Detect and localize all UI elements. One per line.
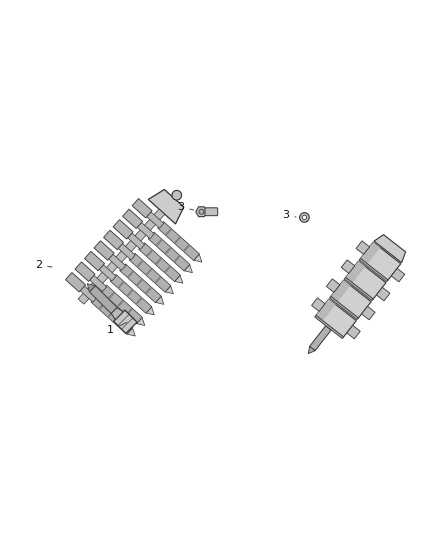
- Circle shape: [302, 215, 307, 220]
- Polygon shape: [91, 296, 133, 335]
- Polygon shape: [183, 244, 190, 252]
- Polygon shape: [164, 247, 172, 255]
- Polygon shape: [108, 253, 126, 270]
- Polygon shape: [116, 318, 124, 326]
- Polygon shape: [94, 241, 114, 260]
- Polygon shape: [117, 300, 124, 308]
- Polygon shape: [173, 255, 181, 263]
- Polygon shape: [330, 280, 371, 319]
- Polygon shape: [113, 220, 133, 239]
- Polygon shape: [184, 265, 192, 273]
- Polygon shape: [87, 284, 95, 292]
- Polygon shape: [148, 232, 190, 271]
- Polygon shape: [127, 232, 145, 249]
- Polygon shape: [158, 222, 200, 261]
- Polygon shape: [145, 287, 152, 294]
- Polygon shape: [359, 259, 388, 281]
- Polygon shape: [315, 299, 336, 321]
- Polygon shape: [101, 285, 142, 324]
- Polygon shape: [78, 209, 165, 304]
- Polygon shape: [75, 262, 95, 281]
- Polygon shape: [360, 242, 380, 264]
- Polygon shape: [194, 254, 202, 262]
- Polygon shape: [326, 279, 340, 293]
- Polygon shape: [360, 242, 401, 280]
- Polygon shape: [308, 346, 315, 354]
- Polygon shape: [108, 292, 115, 300]
- Polygon shape: [120, 264, 162, 303]
- Polygon shape: [126, 289, 134, 297]
- Polygon shape: [344, 277, 373, 301]
- Polygon shape: [138, 243, 180, 281]
- Polygon shape: [330, 280, 350, 302]
- Text: 1: 1: [107, 322, 127, 335]
- Polygon shape: [123, 209, 143, 229]
- Polygon shape: [362, 306, 375, 320]
- Polygon shape: [174, 236, 181, 244]
- Polygon shape: [356, 241, 370, 254]
- Polygon shape: [148, 189, 184, 224]
- Text: 3: 3: [283, 210, 296, 220]
- Polygon shape: [136, 260, 144, 268]
- Polygon shape: [347, 325, 360, 339]
- Polygon shape: [85, 252, 105, 271]
- Polygon shape: [376, 287, 390, 301]
- Polygon shape: [113, 310, 137, 334]
- Polygon shape: [127, 328, 135, 336]
- Text: 2: 2: [35, 260, 52, 270]
- Polygon shape: [135, 297, 143, 305]
- Polygon shape: [89, 286, 117, 313]
- Polygon shape: [165, 286, 173, 294]
- Polygon shape: [314, 316, 344, 338]
- Polygon shape: [89, 274, 107, 292]
- Polygon shape: [146, 307, 154, 315]
- Polygon shape: [129, 253, 171, 292]
- Polygon shape: [311, 298, 325, 311]
- Polygon shape: [345, 261, 386, 300]
- Polygon shape: [145, 268, 153, 276]
- Polygon shape: [136, 278, 143, 286]
- Polygon shape: [310, 326, 331, 351]
- Polygon shape: [329, 296, 358, 320]
- Text: 3: 3: [177, 203, 194, 212]
- Polygon shape: [146, 211, 164, 228]
- Polygon shape: [341, 260, 355, 273]
- Polygon shape: [65, 272, 85, 292]
- FancyBboxPatch shape: [205, 208, 218, 216]
- Polygon shape: [98, 264, 116, 281]
- Polygon shape: [136, 222, 154, 239]
- Polygon shape: [165, 228, 172, 236]
- Polygon shape: [175, 276, 183, 283]
- Polygon shape: [117, 281, 125, 289]
- Polygon shape: [137, 318, 145, 326]
- Polygon shape: [103, 230, 124, 249]
- Polygon shape: [164, 265, 171, 273]
- Polygon shape: [98, 302, 106, 310]
- Polygon shape: [79, 285, 97, 302]
- Circle shape: [172, 190, 182, 200]
- Polygon shape: [146, 249, 153, 257]
- Circle shape: [199, 209, 204, 214]
- Polygon shape: [345, 261, 365, 284]
- Polygon shape: [111, 308, 123, 320]
- Circle shape: [300, 213, 309, 222]
- Polygon shape: [155, 257, 162, 265]
- Polygon shape: [107, 310, 115, 318]
- Polygon shape: [126, 308, 133, 316]
- Polygon shape: [117, 243, 135, 260]
- Polygon shape: [132, 198, 152, 218]
- Polygon shape: [127, 270, 134, 278]
- Polygon shape: [156, 296, 164, 304]
- Polygon shape: [110, 274, 152, 313]
- Polygon shape: [315, 299, 357, 337]
- Polygon shape: [155, 239, 163, 247]
- Polygon shape: [391, 269, 405, 282]
- Polygon shape: [196, 207, 207, 217]
- Polygon shape: [374, 235, 406, 263]
- Polygon shape: [154, 276, 162, 284]
